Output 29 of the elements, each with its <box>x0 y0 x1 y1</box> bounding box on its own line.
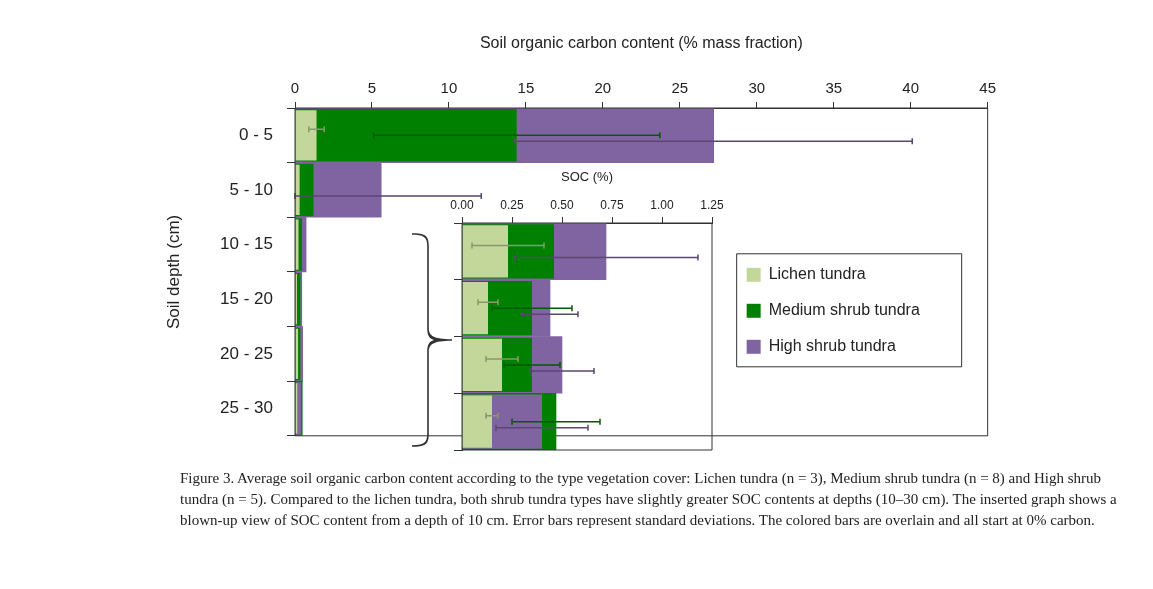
x-tick-label: 1.25 <box>700 198 724 213</box>
y-tick-label: 0 - 5 <box>238 125 273 144</box>
x-axis-title: Soil organic carbon content (% mass fraction) <box>479 34 803 52</box>
y-tick-label: 5 - 10 <box>229 179 273 199</box>
legend-label: Medium shrub tundra <box>768 301 920 319</box>
x-tick-label: 0.00 <box>450 198 474 213</box>
x-tick-label: 1.00 <box>650 198 674 213</box>
x-tick-label: 30 <box>748 79 766 97</box>
x-tick-label: 35 <box>825 79 843 97</box>
y-tick-label: 10 - 15 <box>220 234 273 254</box>
y-tick-label: 25 - 30 <box>220 398 273 418</box>
y-axis-title: Soil depth (cm) <box>163 214 183 330</box>
x-tick-label: 10 <box>440 79 458 97</box>
caption: Figure 3. Average soil organic carbon content according to the type vegetation cover: Lichen tundra (n = 3), Medium shrub tundra (n = 8) and High shrub tundra (n = 5). Compared to the lichen tundra, both shrub tundra types have slightly greater SOC contents at depths (10–30 cm). The inserted graph shows a blown-up view of SOC content from a depth of 10 cm. Error bars represent standard deviations. The colored bars are overlain and all start at 0% carbon. <box>180 469 1118 530</box>
x-tick-label: 15 <box>517 79 535 97</box>
x-tick-label: 20 <box>594 79 612 97</box>
x-tick-label: 0.25 <box>500 198 524 213</box>
x-tick-label: 25 <box>671 79 689 97</box>
legend-label: Lichen tundra <box>768 265 866 283</box>
x-axis-title: SOC (%) <box>561 169 613 185</box>
x-tick-label: 0 <box>290 79 300 97</box>
x-tick-label: 45 <box>979 79 996 97</box>
x-tick-label: 5 <box>367 79 377 97</box>
x-tick-label: 40 <box>902 79 920 97</box>
x-tick-label: 0.75 <box>600 198 624 213</box>
x-tick-label: 0.50 <box>550 198 574 213</box>
y-tick-label: 20 - 25 <box>220 343 273 363</box>
legend-label: High shrub tundra <box>768 337 896 355</box>
y-tick-label: 15 - 20 <box>220 288 273 308</box>
